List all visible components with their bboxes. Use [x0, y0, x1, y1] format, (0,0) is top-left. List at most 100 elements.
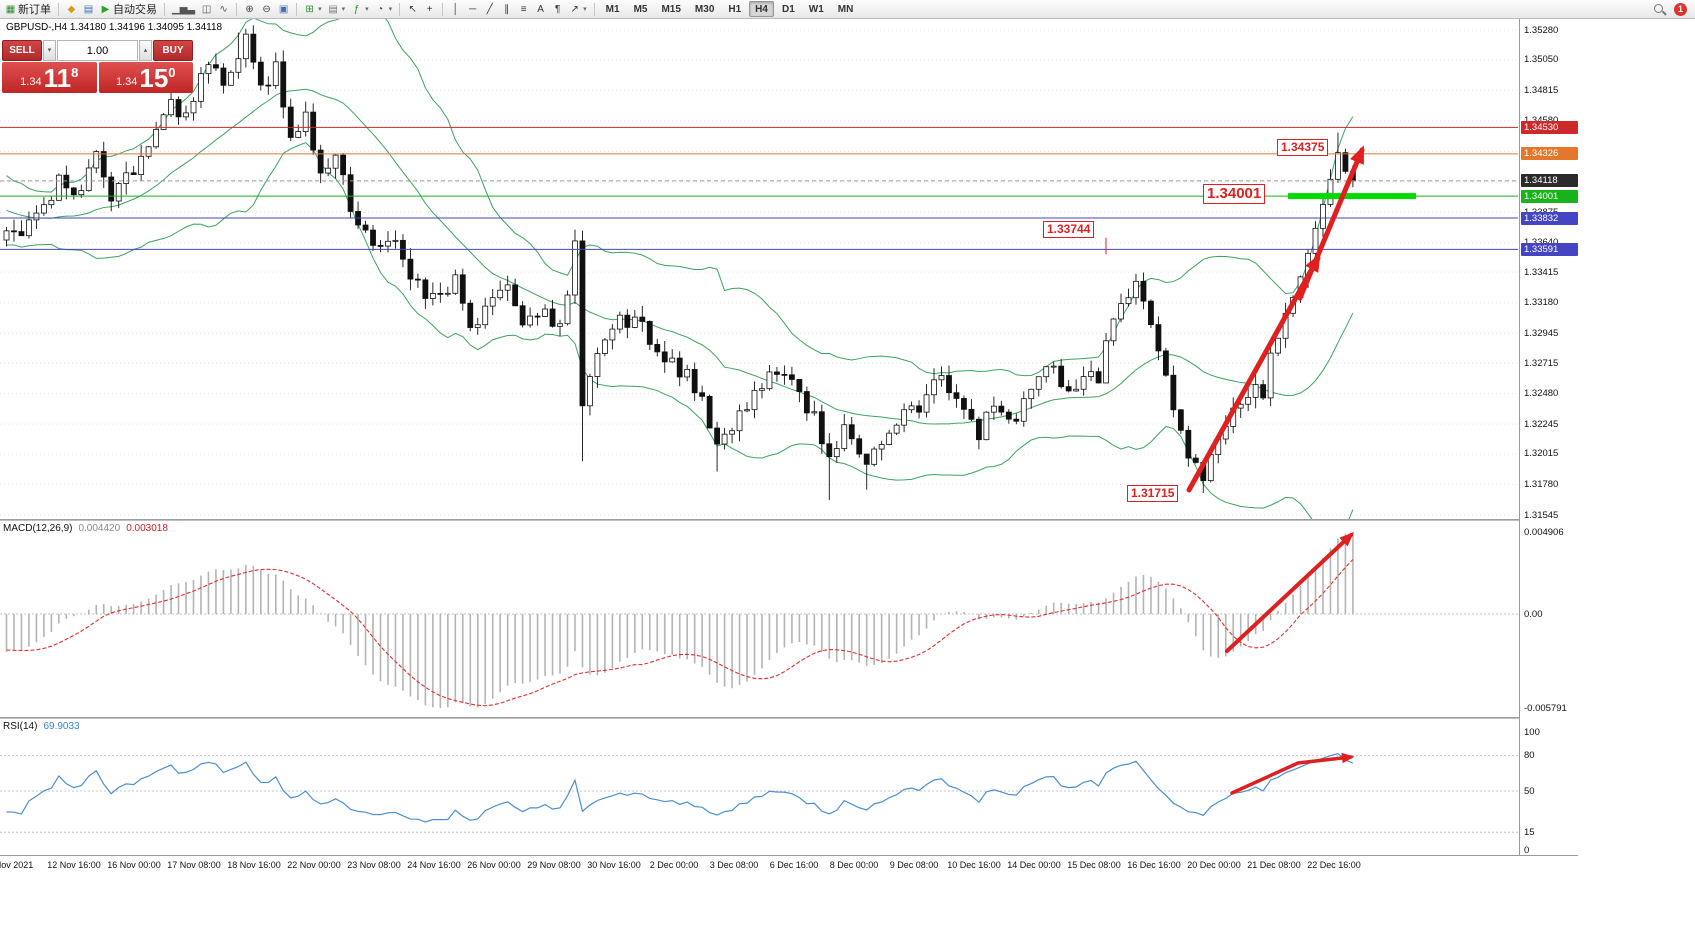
- timeframe-m30[interactable]: M30: [694, 4, 715, 15]
- price-chart-canvas[interactable]: [0, 19, 1518, 519]
- notification-badge[interactable]: 1: [1674, 2, 1687, 16]
- sell-price-display[interactable]: 1.34 11 8: [2, 62, 97, 93]
- time-label: 17 Nov 08:00: [167, 860, 221, 870]
- text-button[interactable]: A: [532, 1, 549, 18]
- timeframe-m15[interactable]: M15: [661, 4, 681, 15]
- trendline-icon: ╱: [486, 3, 493, 15]
- rsi-panel-canvas[interactable]: [0, 719, 1518, 855]
- periods-icon: ◔: [377, 3, 384, 15]
- green-highlight-zone[interactable]: [1288, 193, 1416, 200]
- price-tag-1.34530: 1.34530: [1521, 120, 1578, 134]
- indicators-icon: ƒ: [353, 3, 360, 15]
- candlestick-chart-button[interactable]: ◫: [198, 1, 215, 18]
- time-label: 16 Dec 16:00: [1127, 860, 1181, 870]
- timeframe-mn[interactable]: MN: [837, 4, 854, 15]
- time-label: 3 Dec 08:00: [709, 860, 759, 870]
- market-watch-button[interactable]: ◆: [63, 1, 80, 18]
- price-label-134375[interactable]: 1.34375: [1277, 139, 1329, 156]
- price-label-133744[interactable]: 1.33744: [1043, 221, 1095, 238]
- time-label: 12 Nov 16:00: [47, 860, 101, 870]
- data-window-button[interactable]: ▤: [80, 1, 97, 18]
- periods-caret-icon[interactable]: ▾: [388, 6, 393, 13]
- price-tag-1.34001: 1.34001: [1521, 189, 1578, 203]
- price-tick: 1.32480: [1524, 388, 1559, 400]
- bar-chart-button[interactable]: ▁▅▃: [169, 1, 198, 18]
- arrows-tool-caret-icon[interactable]: ▾: [583, 6, 587, 13]
- price-tick: 1.35280: [1524, 24, 1559, 36]
- rsi-line: [6, 752, 1354, 823]
- price-tick: 1.32015: [1524, 448, 1559, 460]
- auto-trading-icon: ▶: [101, 3, 110, 15]
- cursor-button[interactable]: ↖: [404, 1, 421, 18]
- rsi-axis-100: 100: [1524, 726, 1540, 738]
- line-chart-button[interactable]: ∿: [215, 1, 232, 18]
- vertical-line-icon: │: [452, 3, 459, 15]
- price-label-134001[interactable]: 1.34001: [1203, 184, 1266, 204]
- timeframe-h4[interactable]: H4: [749, 1, 774, 17]
- toolbar-separator: [236, 2, 238, 16]
- text-label-button[interactable]: ¶: [549, 1, 566, 18]
- profiles-icon: ▤: [328, 3, 338, 15]
- price-label-131715[interactable]: 1.31715: [1127, 485, 1179, 502]
- rsi-title: RSI(14): [3, 721, 38, 732]
- sell-price-big: 11: [43, 63, 72, 93]
- new-order-label: 新订单: [18, 4, 51, 16]
- equidistant-channel-button[interactable]: ∥: [498, 1, 515, 18]
- profiles-caret-icon[interactable]: ▾: [341, 6, 346, 13]
- volume-increment[interactable]: ▴: [139, 40, 152, 61]
- macd-panel-canvas[interactable]: [0, 521, 1518, 717]
- time-label: 6 Dec 16:00: [769, 860, 819, 870]
- trendline-button[interactable]: ╱: [481, 1, 498, 18]
- toolbar-right: 1: [1653, 2, 1693, 16]
- toolbar-separator: [164, 2, 165, 16]
- new-order-button[interactable]: ▦ 新订单: [2, 1, 54, 18]
- vertical-line-button[interactable]: │: [447, 1, 464, 18]
- timeframe-m5[interactable]: M5: [633, 4, 648, 15]
- price-axis[interactable]: 1.352801.350501.348151.345801.343451.341…: [1519, 19, 1578, 873]
- periods-button[interactable]: ◔ ▾: [372, 1, 396, 18]
- timeframe-w1[interactable]: W1: [808, 4, 824, 15]
- buy-button[interactable]: BUY: [153, 40, 193, 61]
- zoom-out-icon: ⊖: [262, 3, 271, 15]
- time-label: Nov 2021: [0, 860, 34, 870]
- volume-decrement[interactable]: ▾: [43, 40, 56, 61]
- price-tick: 1.34815: [1524, 84, 1559, 96]
- panel-separator[interactable]: [0, 717, 1578, 719]
- zoom-out-button[interactable]: ⊖: [258, 1, 275, 18]
- time-axis[interactable]: Nov 2021 12 Nov 16:00 16 Nov 00:00 17 Nov 0…: [0, 855, 1578, 873]
- timeframe-d1[interactable]: D1: [781, 4, 795, 15]
- volume-input[interactable]: [57, 40, 138, 61]
- fibonacci-button[interactable]: ≡: [515, 1, 532, 18]
- new-chart-caret-icon[interactable]: ▾: [318, 6, 322, 13]
- buy-price-big: 15: [139, 63, 169, 93]
- profiles-button[interactable]: ▤ ▾: [325, 1, 349, 18]
- panel-separator[interactable]: [0, 519, 1578, 521]
- toolbar-separator: [296, 2, 298, 16]
- horizontal-line-button[interactable]: ─: [464, 1, 481, 18]
- price-gridlines: [0, 29, 1518, 516]
- auto-trading-label: 自动交易: [113, 4, 157, 16]
- indicators-button[interactable]: ƒ ▾: [348, 1, 372, 18]
- crosshair-button[interactable]: +: [421, 1, 438, 18]
- search-icon[interactable]: [1653, 3, 1666, 16]
- time-label: 2 Dec 00:00: [649, 860, 699, 870]
- rsi-value: 69.9033: [43, 721, 80, 732]
- rsi-axis-0: 0: [1524, 844, 1530, 856]
- timeframe-m1[interactable]: M1: [605, 4, 620, 15]
- price-tick: 1.32245: [1524, 418, 1559, 430]
- auto-trading-button[interactable]: ▶ 自动交易: [97, 1, 160, 18]
- timeframe-h1[interactable]: H1: [728, 4, 742, 15]
- time-label: 26 Nov 00:00: [467, 860, 521, 870]
- zoom-in-button[interactable]: ⊕: [241, 1, 258, 18]
- time-label: 24 Nov 16:00: [407, 860, 461, 870]
- arrows-tool-button[interactable]: ↗ ▾: [566, 1, 590, 18]
- buy-price-display[interactable]: 1.34 15 0: [98, 62, 193, 93]
- new-chart-button[interactable]: ⊞ ▾: [301, 1, 325, 18]
- tile-windows-button[interactable]: ▣: [275, 1, 292, 18]
- sell-button[interactable]: SELL: [2, 40, 42, 61]
- toolbar-separator: [593, 2, 595, 16]
- rsi-label: RSI(14) 69.9033: [3, 721, 80, 732]
- macd-axis-min: -0.005791: [1524, 702, 1567, 714]
- time-label: 22 Dec 16:00: [1307, 860, 1361, 870]
- indicators-caret-icon[interactable]: ▾: [365, 6, 369, 13]
